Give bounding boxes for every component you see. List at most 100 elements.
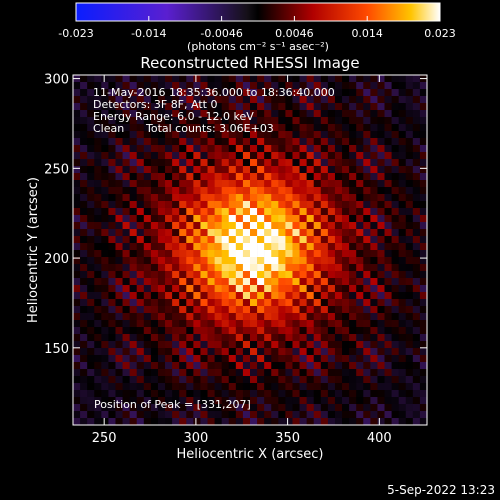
heatmap-cell — [278, 334, 286, 342]
heatmap-cell — [157, 96, 166, 104]
heatmap-cell — [271, 180, 279, 188]
heatmap-cell — [356, 194, 364, 202]
heatmap-cell — [207, 313, 215, 321]
heatmap-cell — [165, 250, 173, 258]
heatmap-cell — [342, 257, 350, 265]
heatmap-cell — [101, 341, 109, 349]
heatmap-cell — [342, 313, 350, 321]
heatmap-cell — [250, 397, 258, 405]
heatmap-cell — [363, 390, 371, 398]
heatmap-cell — [80, 138, 88, 146]
heatmap-cell — [207, 145, 215, 153]
heatmap-cell — [384, 208, 392, 216]
heatmap-cell — [405, 362, 414, 370]
heatmap-cell — [221, 243, 230, 251]
heatmap-cell — [242, 369, 251, 377]
heatmap-cell — [150, 208, 159, 216]
heatmap-cell — [250, 89, 258, 97]
heatmap-cell — [221, 383, 230, 391]
heatmap-cell — [292, 418, 300, 426]
heatmap-cell — [221, 278, 230, 286]
heatmap-cell — [257, 138, 265, 146]
heatmap-cell — [207, 369, 215, 377]
heatmap-cell — [377, 264, 385, 272]
heatmap-cell — [250, 96, 258, 104]
heatmap-cell — [299, 215, 307, 223]
heatmap-cell — [235, 376, 244, 384]
heatmap-cell — [179, 327, 187, 335]
heatmap-cell — [150, 138, 159, 146]
heatmap-cell — [172, 320, 180, 328]
heatmap-cell — [299, 131, 307, 139]
heatmap-cell — [292, 376, 300, 384]
heatmap-cell — [214, 215, 222, 223]
heatmap-cell — [94, 124, 102, 132]
heatmap-cell — [136, 285, 145, 293]
heatmap-cell — [172, 383, 180, 391]
heatmap-cell — [384, 327, 392, 335]
heatmap-cell — [179, 320, 187, 328]
heatmap-cell — [356, 376, 364, 384]
heatmap-cell — [278, 117, 286, 125]
heatmap-cell — [306, 348, 315, 356]
heatmap-cell — [320, 285, 329, 293]
heatmap-cell — [292, 348, 300, 356]
heatmap-cell — [299, 138, 307, 146]
heatmap-cell — [108, 187, 116, 195]
heatmap-cell — [165, 285, 173, 293]
heatmap-cell — [115, 82, 123, 90]
heatmap-cell — [94, 138, 102, 146]
heatmap-cell — [370, 257, 378, 265]
heatmap-cell — [242, 397, 251, 405]
heatmap-cell — [122, 313, 130, 321]
heatmap-cell — [264, 243, 272, 251]
heatmap-cell — [320, 320, 329, 328]
heatmap-cell — [108, 341, 116, 349]
heatmap-cell — [129, 390, 138, 398]
heatmap-cell — [320, 152, 329, 160]
heatmap-cell — [257, 180, 265, 188]
heatmap-cell — [165, 96, 173, 104]
heatmap-cell — [143, 376, 152, 384]
heatmap-cell — [136, 264, 145, 272]
heatmap-cell — [129, 397, 138, 405]
heatmap-cell — [101, 285, 109, 293]
heatmap-cell — [398, 292, 407, 300]
heatmap-cell — [122, 341, 130, 349]
heatmap-cell — [207, 264, 215, 272]
heatmap-cell — [349, 390, 357, 398]
heatmap-cell — [334, 75, 343, 83]
heatmap-cell — [299, 390, 307, 398]
heatmap-cell — [193, 201, 201, 209]
heatmap-cell — [179, 411, 187, 419]
heatmap-cell — [419, 411, 428, 419]
heatmap-cell — [377, 299, 385, 307]
heatmap-cell — [235, 236, 244, 244]
heatmap-cell — [186, 362, 194, 370]
heatmap-cell — [80, 222, 88, 230]
heatmap-cell — [228, 138, 237, 146]
heatmap-cell — [129, 271, 138, 279]
heatmap-cell — [129, 215, 138, 223]
heatmap-cell — [398, 313, 407, 321]
heatmap-cell — [80, 180, 88, 188]
heatmap-cell — [94, 236, 102, 244]
heatmap-cell — [235, 348, 244, 356]
heatmap-cell — [94, 369, 102, 377]
heatmap-cell — [136, 250, 145, 258]
heatmap-cell — [349, 348, 357, 356]
heatmap-cell — [363, 152, 371, 160]
heatmap-cell — [271, 397, 279, 405]
heatmap-cell — [143, 383, 152, 391]
heatmap-cell — [363, 103, 371, 111]
heatmap-cell — [101, 278, 109, 286]
heatmap-cell — [271, 215, 279, 223]
heatmap-cell — [370, 89, 378, 97]
heatmap-cell — [193, 341, 201, 349]
heatmap-cell — [250, 320, 258, 328]
heatmap-cell — [271, 236, 279, 244]
heatmap-cell — [398, 89, 407, 97]
heatmap-cell — [115, 264, 123, 272]
heatmap-cell — [250, 229, 258, 237]
heatmap-cell — [419, 131, 428, 139]
